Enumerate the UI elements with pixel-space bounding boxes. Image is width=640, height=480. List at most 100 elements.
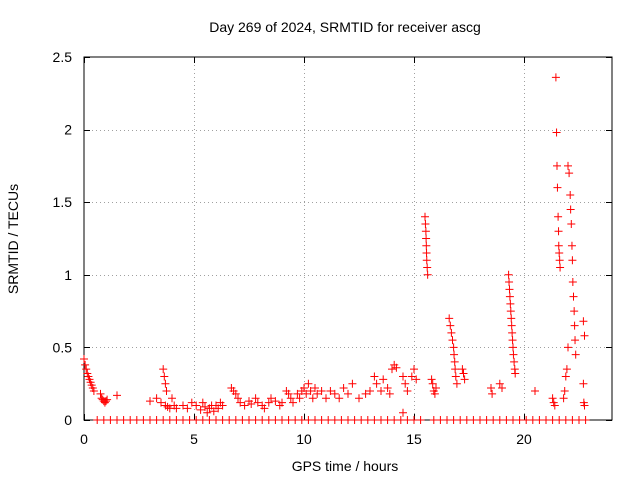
data-point: [152, 394, 161, 403]
data-point: [304, 379, 313, 388]
data-point: [157, 398, 165, 407]
data-point: [361, 389, 370, 398]
data-point: [192, 401, 201, 410]
data-point: [446, 321, 455, 330]
y-tick-label: 2: [64, 122, 72, 138]
y-tick-label: 1.5: [53, 194, 73, 210]
chart-title: Day 269 of 2024, SRMTID for receiver asc…: [209, 19, 481, 35]
data-point: [579, 379, 588, 388]
data-point: [460, 375, 469, 384]
data-point: [421, 219, 430, 228]
data-point: [168, 394, 176, 403]
data-point: [231, 389, 240, 398]
data-point: [203, 408, 212, 417]
data-point: [379, 375, 388, 384]
data-point: [422, 241, 431, 250]
x-axis-label: GPS time / hours: [292, 458, 399, 474]
data-point: [508, 336, 517, 345]
data-point: [89, 386, 98, 395]
data-point: [102, 397, 110, 406]
data-point: [571, 336, 580, 345]
data-point: [80, 355, 88, 364]
data-point: [531, 386, 539, 395]
data-point: [458, 365, 467, 374]
data-point: [450, 350, 459, 359]
data-point: [565, 169, 574, 178]
data-point: [511, 369, 520, 378]
data-point: [113, 391, 121, 400]
data-point: [554, 241, 563, 250]
data-point: [348, 379, 357, 388]
x-tick-label: 20: [516, 431, 532, 447]
data-point: [566, 205, 575, 214]
data-point: [449, 343, 458, 352]
data-point: [260, 404, 269, 413]
data-point: [313, 389, 322, 398]
data-point: [388, 365, 396, 374]
data-point: [423, 270, 432, 279]
data-point: [508, 328, 517, 337]
data-point: [451, 372, 460, 381]
data-point: [428, 379, 437, 388]
data-point: [209, 407, 218, 416]
axis-ticks: 0 5 10 15 20 0 0.5 1 1.5 2 2.5: [53, 49, 612, 447]
data-point: [505, 285, 514, 294]
data-point: [568, 278, 577, 287]
data-point: [505, 278, 514, 287]
data-point: [403, 386, 412, 395]
data-point: [247, 400, 256, 409]
data-point: [295, 394, 304, 403]
data-point: [506, 299, 515, 308]
data-point: [271, 397, 280, 406]
data-point: [550, 401, 559, 410]
data-point: [422, 234, 431, 243]
data-point: [146, 397, 154, 406]
data-point: [284, 389, 293, 398]
data-point: [459, 369, 468, 378]
data-point: [412, 375, 421, 384]
data-point: [187, 398, 196, 407]
x-tick-label: 10: [296, 431, 312, 447]
data-point: [430, 389, 439, 398]
data-point: [580, 401, 589, 410]
data-point: [445, 314, 454, 323]
data-point: [552, 128, 561, 137]
grid-lines: [84, 57, 612, 420]
data-point: [561, 372, 570, 381]
data-point: [293, 389, 302, 398]
data-point: [322, 394, 330, 403]
data-point: [568, 256, 577, 265]
x-tick-label: 5: [190, 431, 198, 447]
y-tick-label: 2.5: [53, 49, 73, 65]
data-point: [509, 343, 517, 352]
y-tick-label: 1: [64, 267, 72, 283]
data-point: [554, 212, 563, 221]
data-point: [234, 394, 242, 403]
data-point: [159, 365, 168, 374]
data-point: [562, 365, 571, 374]
data-point: [196, 405, 205, 414]
data-point: [82, 365, 91, 374]
data-point: [214, 404, 223, 413]
data-point: [392, 363, 401, 372]
data-point: [581, 416, 590, 424]
data-point: [401, 379, 410, 388]
data-point: [264, 398, 273, 407]
data-point: [160, 372, 169, 381]
data-point: [447, 328, 456, 337]
data-point: [487, 384, 495, 393]
data-point: [253, 398, 262, 407]
data-point: [555, 256, 564, 265]
data-point: [236, 398, 245, 407]
data-point: [308, 394, 317, 403]
data-point: [289, 398, 297, 407]
data-point: [330, 389, 339, 398]
data-point: [423, 263, 432, 272]
y-tick-label: 0.5: [53, 339, 73, 355]
data-points: [80, 73, 590, 424]
data-point: [421, 227, 430, 236]
data-point: [579, 317, 588, 326]
data-point: [488, 389, 497, 398]
data-point: [306, 386, 315, 395]
